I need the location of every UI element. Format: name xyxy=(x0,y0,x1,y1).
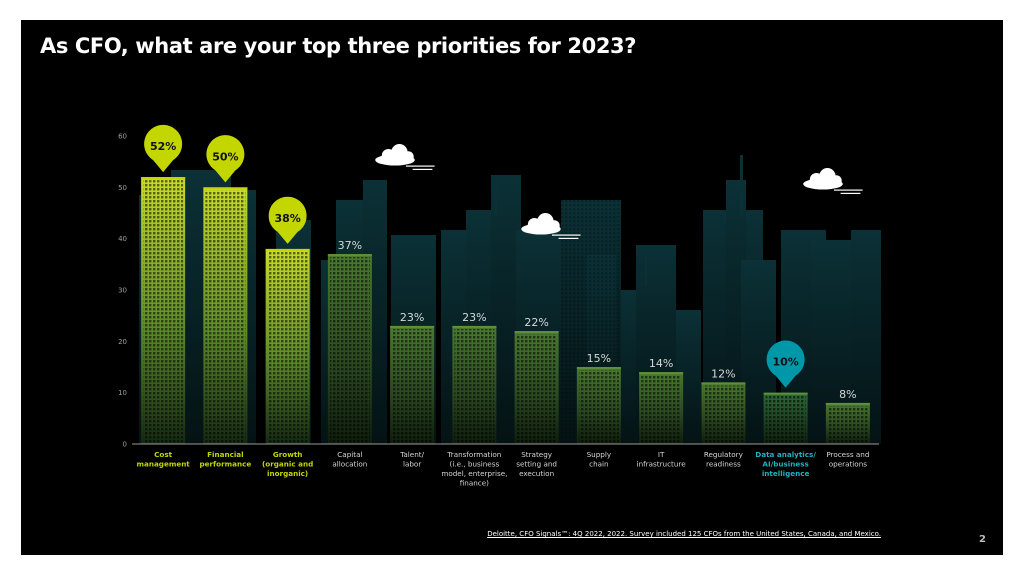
cloud-icon xyxy=(803,168,863,194)
category-label: Cost management xyxy=(137,450,191,469)
bar-windows xyxy=(765,395,806,444)
category-label: IT infrastructure xyxy=(637,450,687,469)
slide: As CFO, what are your top three prioriti… xyxy=(21,20,1003,555)
category-label: Capital allocation xyxy=(332,450,367,469)
bar-top xyxy=(639,372,684,375)
category-label: Supply chain xyxy=(587,450,612,469)
y-tick-label: 30 xyxy=(118,287,127,295)
value-label: 38% xyxy=(274,212,300,225)
bar-top xyxy=(576,367,621,369)
bar-windows xyxy=(454,328,495,444)
cloud-icon xyxy=(521,213,581,239)
y-tick-label: 20 xyxy=(118,338,127,346)
category-label: Process and operations xyxy=(826,450,869,469)
bar-windows xyxy=(641,375,682,444)
value-label: 52% xyxy=(150,140,176,153)
source-citation[interactable]: Deloitte, CFO Signals™: 4Q 2022, 2022. S… xyxy=(487,530,881,538)
bar-top xyxy=(203,187,248,190)
value-label: 50% xyxy=(212,150,238,163)
y-tick-label: 10 xyxy=(118,389,127,397)
category-label: Data analytics/AI/business intelligence xyxy=(755,450,816,478)
bar-top xyxy=(514,331,559,334)
bar-top xyxy=(452,325,497,328)
value-label: 15% xyxy=(587,352,611,365)
callout-pin-icon xyxy=(144,124,183,173)
value-label: 14% xyxy=(649,357,673,370)
y-tick-label: 0 xyxy=(123,441,127,449)
value-label: 23% xyxy=(462,311,486,324)
value-label: 12% xyxy=(711,367,735,380)
value-label: 8% xyxy=(839,388,856,401)
y-tick-label: 40 xyxy=(118,235,127,243)
bar-windows xyxy=(143,180,184,445)
bar-top xyxy=(701,382,746,385)
cloud-icon xyxy=(375,144,435,170)
y-tick-label: 60 xyxy=(118,133,127,141)
bar-windows xyxy=(329,257,370,444)
bar-top xyxy=(763,392,808,395)
bar-windows xyxy=(516,334,557,444)
bar-windows xyxy=(205,190,246,444)
category-label: Financial performance xyxy=(199,450,251,469)
bar-windows xyxy=(703,385,744,444)
bar-top xyxy=(265,248,310,251)
bar-top xyxy=(327,254,372,257)
value-label: 37% xyxy=(338,239,362,252)
bar-windows xyxy=(827,405,868,444)
y-tick-label: 50 xyxy=(118,184,127,192)
page-number: 2 xyxy=(979,534,986,545)
value-label: 23% xyxy=(400,311,424,324)
bar-top xyxy=(825,402,870,405)
bar-windows xyxy=(267,251,308,444)
value-label: 10% xyxy=(772,356,798,369)
category-label: Transformation (i.e., business model, ente… xyxy=(441,450,507,488)
category-label: Strategy setting and execution xyxy=(516,450,557,478)
bar-top xyxy=(141,177,186,180)
bar-top xyxy=(390,325,435,328)
category-label: Regulatory readiness xyxy=(704,450,744,469)
bar-chart: 0 10 20 30 40 50 60 52% Cost management 50% Financi… xyxy=(118,124,881,488)
callout-pin-icon xyxy=(206,135,245,183)
bar-windows xyxy=(392,328,433,444)
value-label: 22% xyxy=(524,316,548,329)
category-label: Growth (organic and inorganic) xyxy=(262,450,313,478)
callout-pin-icon xyxy=(268,196,307,244)
bar-windows xyxy=(578,370,619,444)
category-label: Talent/labor xyxy=(399,450,424,469)
slide-title: As CFO, what are your top three prioriti… xyxy=(40,34,637,58)
callout-pin-icon xyxy=(766,340,805,388)
